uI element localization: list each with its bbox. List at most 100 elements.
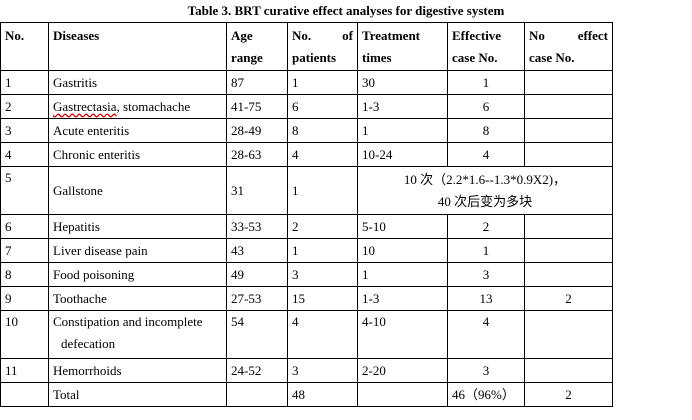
cell-effective: 8 <box>447 118 525 143</box>
cell-no: 9 <box>0 286 49 311</box>
table-row: 5 Gallstone 31 1 10 次（2.2*1.6--1.3*0.9X2… <box>0 166 613 215</box>
cell-times <box>357 382 448 407</box>
cell-disease: Liver disease pain <box>48 238 227 263</box>
header-no: No. <box>0 22 49 71</box>
cell-times: 5-10 <box>357 214 448 239</box>
cell-effective: 6 <box>447 94 525 119</box>
table-row: 6 Hepatitis 33-53 2 5-10 2 <box>0 214 613 239</box>
cell-no-effect <box>524 358 613 383</box>
cell-patients: 15 <box>287 286 358 311</box>
cell-times: 1-3 <box>357 286 448 311</box>
cell-disease: Gastritis <box>48 70 227 95</box>
cell-patients: 6 <box>287 94 358 119</box>
cell-no-effect <box>524 142 613 167</box>
cell-age <box>226 382 288 407</box>
cell-no: 4 <box>0 142 49 167</box>
table-row: 1 Gastritis 87 1 30 1 <box>0 70 613 95</box>
cell-times: 4-10 <box>357 310 448 359</box>
total-label: Total <box>48 382 227 407</box>
cell-effective: 1 <box>447 238 525 263</box>
cell-age: 24-52 <box>226 358 288 383</box>
cell-effective: 3 <box>447 262 525 287</box>
table-caption: Table 3. BRT curative effect analyses fo… <box>187 3 505 18</box>
cell-no: 11 <box>0 358 49 383</box>
total-row: Total 48 46（96%） 2 <box>0 382 613 407</box>
cell-age: 31 <box>226 166 288 215</box>
cell-patients: 1 <box>287 238 358 263</box>
total-effective: 46（96%） <box>447 382 525 407</box>
total-no-effect: 2 <box>524 382 613 407</box>
cell-no: 10 <box>0 310 49 359</box>
cell-age: 33-53 <box>226 214 288 239</box>
cell-disease: Gastrectasia, stomachache <box>48 94 227 119</box>
cell-disease: Gallstone <box>48 166 227 215</box>
cell-no-effect <box>524 118 613 143</box>
cell-disease: Constipation and incomplete defecation <box>48 310 227 359</box>
cell-disease: Hemorrhoids <box>48 358 227 383</box>
cell-patients: 3 <box>287 262 358 287</box>
cell-patients: 8 <box>287 118 358 143</box>
cell-no-effect <box>524 238 613 263</box>
cell-no-effect <box>524 262 613 287</box>
cell-effective: 1 <box>447 70 525 95</box>
cell-age: 27-53 <box>226 286 288 311</box>
cell-age: 41-75 <box>226 94 288 119</box>
cell-no-effect <box>524 94 613 119</box>
cell-age: 54 <box>226 310 288 359</box>
cell-no-effect: 2 <box>524 286 613 311</box>
cell-age: 28-63 <box>226 142 288 167</box>
cell-no-effect <box>524 70 613 95</box>
cell-times: 1-3 <box>357 94 448 119</box>
cell-no: 8 <box>0 262 49 287</box>
cell-times: 1 <box>357 262 448 287</box>
cell-times: 10-24 <box>357 142 448 167</box>
cell-effective: 13 <box>447 286 525 311</box>
table-row: 4 Chronic enteritis 28-63 4 10-24 4 <box>0 142 613 167</box>
cell-effective: 3 <box>447 358 525 383</box>
cell-times: 1 <box>357 118 448 143</box>
cell-disease: Hepatitis <box>48 214 227 239</box>
header-treatment-times: Treatment times <box>357 22 448 71</box>
table-row: 11 Hemorrhoids 24-52 3 2-20 3 <box>0 358 613 383</box>
table-row: 2 Gastrectasia, stomachache 41-75 6 1-3 … <box>0 94 613 119</box>
cell-no-effect <box>524 214 613 239</box>
cell-age: 28-49 <box>226 118 288 143</box>
cell-disease: Chronic enteritis <box>48 142 227 167</box>
cell-no: 2 <box>0 94 49 119</box>
header-no-effect: No effect case No. <box>524 22 613 71</box>
curative-effect-table: No. Diseases Age range No. of patients Tre… <box>0 22 613 407</box>
cell-no-effect <box>524 310 613 359</box>
cell-no <box>0 382 49 407</box>
cell-patients: 1 <box>287 70 358 95</box>
cell-patients: 4 <box>287 142 358 167</box>
header-diseases: Diseases <box>48 22 227 71</box>
cell-no: 6 <box>0 214 49 239</box>
cell-no: 3 <box>0 118 49 143</box>
header-age-range: Age range <box>226 22 288 71</box>
cell-disease: Toothache <box>48 286 227 311</box>
cell-times: 30 <box>357 70 448 95</box>
cell-disease: Acute enteritis <box>48 118 227 143</box>
cell-times: 10 <box>357 238 448 263</box>
cell-patients: 1 <box>287 166 358 215</box>
header-row: No. Diseases Age range No. of patients Tre… <box>0 22 613 71</box>
cell-patients: 2 <box>287 214 358 239</box>
cell-gallstone-note: 10 次（2.2*1.6--1.3*0.9X2)， 40 次后变为多块 <box>357 166 613 215</box>
header-effective: Effective case No. <box>447 22 525 71</box>
cell-no: 5 <box>0 166 49 215</box>
table-row: 7 Liver disease pain 43 1 10 1 <box>0 238 613 263</box>
table-row: 3 Acute enteritis 28-49 8 1 8 <box>0 118 613 143</box>
cell-effective: 4 <box>447 142 525 167</box>
cell-patients: 3 <box>287 358 358 383</box>
cell-no: 1 <box>0 70 49 95</box>
cell-effective: 4 <box>447 310 525 359</box>
spellcheck-word: Gastrectasia <box>53 98 117 114</box>
cell-no: 7 <box>0 238 49 263</box>
cell-patients: 4 <box>287 310 358 359</box>
cell-effective: 2 <box>447 214 525 239</box>
table-row: 9 Toothache 27-53 15 1-3 13 2 <box>0 286 613 311</box>
cell-times: 2-20 <box>357 358 448 383</box>
cell-age: 43 <box>226 238 288 263</box>
header-patients: No. of patients <box>287 22 358 71</box>
table-row: 8 Food poisoning 49 3 1 3 <box>0 262 613 287</box>
